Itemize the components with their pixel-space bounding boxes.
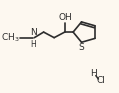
Text: N: N [30,28,36,37]
Text: CH$_3$: CH$_3$ [1,31,19,44]
Text: Cl: Cl [96,76,105,85]
Text: H: H [30,40,36,49]
Text: H: H [90,69,97,78]
Text: S: S [78,43,84,52]
Text: OH: OH [58,13,72,22]
